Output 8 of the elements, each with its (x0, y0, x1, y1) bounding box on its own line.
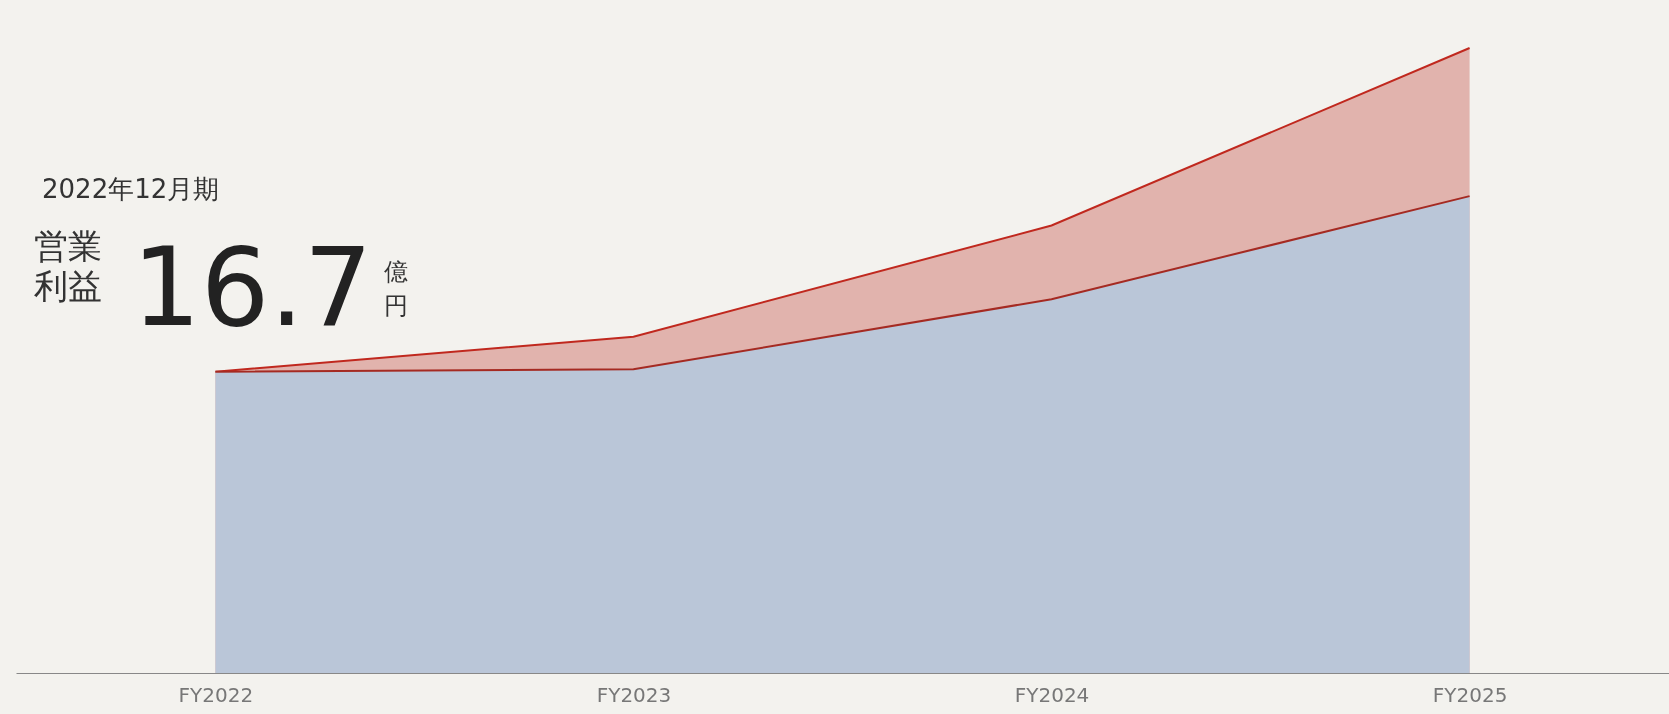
annotation: 16.7 (132, 225, 373, 350)
x-tick-label: FY2022 (178, 682, 254, 707)
annotation: 営業利益 (34, 226, 102, 306)
annotation: 2022年12月期 (42, 174, 220, 204)
annotation: 億円 (384, 258, 408, 320)
x-tick-label: FY2025 (1432, 682, 1508, 707)
x-tick-label: FY2023 (596, 682, 672, 707)
x-tick-label: FY2024 (1014, 682, 1090, 707)
